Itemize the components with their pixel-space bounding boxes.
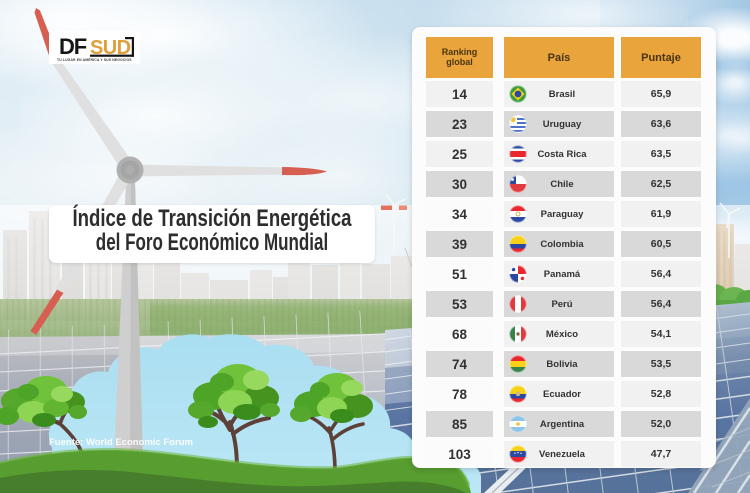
svg-text:DF: DF: [59, 34, 87, 59]
svg-text:SUD: SUD: [90, 37, 131, 59]
